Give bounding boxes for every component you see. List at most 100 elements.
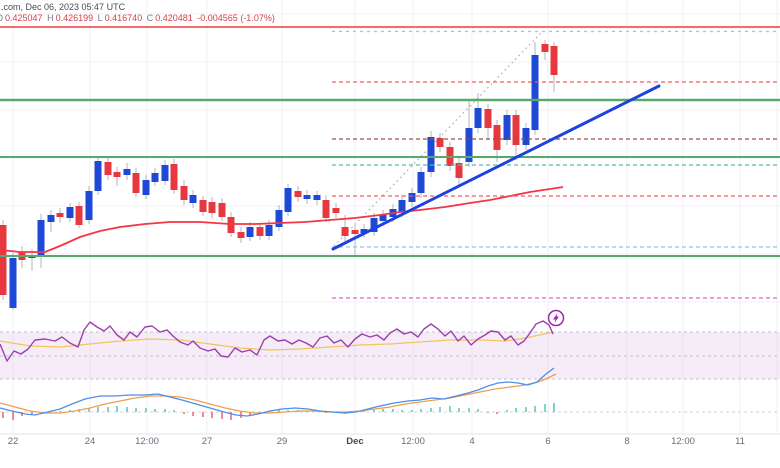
candle-down: [218, 203, 226, 217]
rsi-ma-line: [0, 331, 554, 351]
macd-histogram-bar: [439, 407, 441, 412]
macd-histogram-bar: [373, 410, 375, 412]
macd-histogram-bar: [525, 407, 527, 412]
candle-up: [85, 191, 93, 220]
candle-up: [37, 220, 45, 257]
macd-histogram-bar: [12, 412, 14, 420]
macd-histogram-bar: [164, 409, 166, 412]
candle-down: [75, 206, 83, 225]
macd-histogram-bar: [487, 412, 489, 413]
candle-down: [351, 230, 359, 234]
open-label: O: [0, 13, 3, 23]
macd-histogram-bar: [382, 409, 384, 412]
candle-down: [104, 162, 112, 175]
candle-down: [227, 217, 235, 233]
macd-histogram-bar: [69, 410, 71, 412]
macd-histogram-bar: [21, 412, 23, 416]
candle-up: [151, 173, 159, 182]
macd-histogram-bar: [107, 407, 109, 412]
change-value: -0.004565 (-1.07%): [197, 13, 275, 23]
x-axis-label[interactable]: 22: [8, 436, 19, 447]
candle-down: [484, 109, 492, 128]
candle-up: [123, 169, 131, 175]
x-axis-label[interactable]: 29: [277, 436, 288, 447]
x-axis-label[interactable]: 6: [545, 436, 550, 447]
rsi-line: [0, 320, 554, 362]
macd-histogram-bar: [553, 403, 555, 412]
macd-histogram-bar: [59, 411, 61, 412]
candle-down: [256, 227, 264, 236]
x-axis-label[interactable]: Dec: [346, 436, 363, 447]
macd-histogram-bar: [211, 412, 213, 418]
symbol-datetime-label: .com, Dec 06, 2023 05:47 UTC: [1, 2, 126, 12]
macd-histogram-bar: [145, 408, 147, 412]
macd-histogram-bar: [411, 410, 413, 412]
macd-histogram-bar: [496, 412, 498, 414]
candle-down: [512, 115, 520, 145]
x-axis-label[interactable]: 12:00: [671, 436, 695, 447]
macd-histogram-bar: [468, 408, 470, 412]
candle-down: [170, 164, 178, 190]
candle-down: [493, 125, 501, 150]
x-axis-label[interactable]: 12:00: [401, 436, 425, 447]
candle-up: [189, 195, 197, 203]
candle-down: [132, 173, 140, 193]
macd-histogram-bar: [230, 412, 232, 420]
moving-average-line: [0, 186, 564, 253]
macd-histogram-bar: [534, 406, 536, 412]
macd-histogram-bar: [287, 410, 289, 412]
x-axis-label[interactable]: 8: [624, 436, 629, 447]
blue-trendline[interactable]: [331, 84, 661, 251]
close-value: 0.420481: [155, 13, 193, 23]
candle-up: [398, 200, 406, 212]
macd-histogram-bar: [249, 412, 251, 416]
candle-up: [161, 165, 169, 181]
macd-histogram-bar: [420, 409, 422, 412]
candle-up: [370, 218, 378, 232]
candle-up: [9, 258, 17, 308]
x-axis-label[interactable]: 12:00: [135, 436, 159, 447]
candle-down: [56, 213, 64, 217]
macd-histogram-bar: [2, 412, 4, 418]
candle-up: [503, 115, 511, 140]
macd-histogram-bar: [458, 408, 460, 412]
candle-up: [417, 172, 425, 193]
candle-down: [332, 208, 340, 213]
macd-histogram-bar: [154, 409, 156, 412]
candle-down: [455, 163, 463, 178]
macd-histogram-bar: [116, 406, 118, 412]
x-axis-label[interactable]: 24: [85, 436, 96, 447]
x-axis-label[interactable]: 4: [469, 436, 474, 447]
macd-histogram-bar: [544, 404, 546, 412]
candle-down: [113, 172, 121, 177]
x-axis-label[interactable]: 11: [735, 436, 745, 447]
close-label: C: [146, 13, 154, 23]
macd-histogram-bar: [135, 408, 137, 412]
macd-histogram-bar: [221, 412, 223, 419]
candle-up: [313, 195, 321, 200]
macd-histogram-bar: [401, 410, 403, 412]
candle-down: [322, 200, 330, 218]
x-axis-label[interactable]: 27: [202, 436, 213, 447]
macd-histogram-bar: [325, 412, 327, 413]
candle-down: [294, 191, 302, 197]
chart-header: .com, Dec 06, 2023 05:47 UTC O0.425047 H…: [0, 2, 277, 24]
macd-signal-line: [0, 373, 557, 414]
candle-up: [284, 188, 292, 212]
high-label: H: [47, 13, 54, 23]
candle-down: [0, 225, 7, 295]
candle-down: [436, 138, 444, 147]
macd-histogram-bar: [126, 407, 128, 412]
candle-down: [541, 44, 549, 52]
candle-up: [474, 108, 482, 128]
candle-up: [408, 193, 416, 202]
candle-up: [427, 137, 435, 172]
candle-down: [341, 227, 349, 236]
macd-histogram-bar: [31, 412, 33, 414]
candle-down: [180, 186, 188, 200]
candle-up: [246, 227, 254, 237]
macd-histogram-bar: [515, 408, 517, 412]
macd-histogram-bar: [202, 412, 204, 417]
